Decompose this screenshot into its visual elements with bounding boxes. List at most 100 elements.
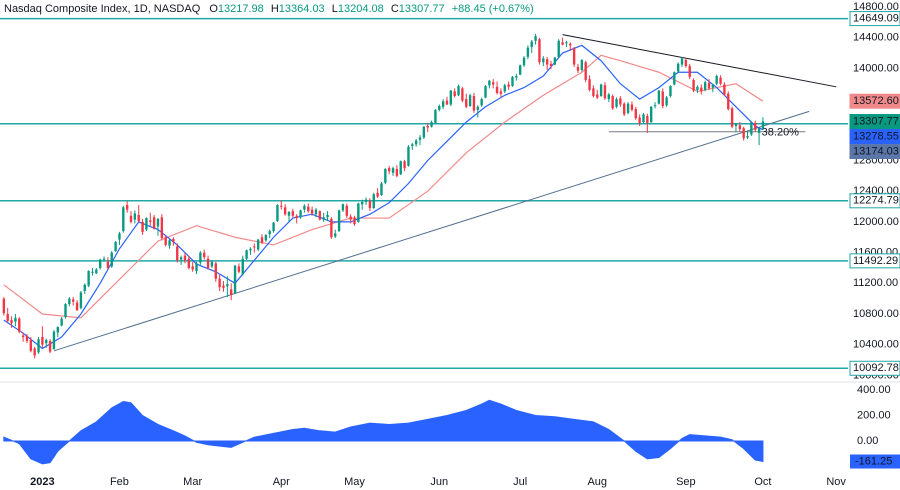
candle-body: [114, 241, 117, 252]
candle-body: [384, 168, 387, 183]
candle-body: [542, 58, 545, 63]
candle-body: [326, 214, 329, 218]
candle-body: [623, 103, 626, 115]
candle-body: [703, 82, 707, 90]
candle-body: [349, 216, 352, 220]
candle-body: [241, 258, 244, 275]
candle-body: [615, 99, 618, 107]
candle-body: [426, 125, 429, 128]
candle-body: [222, 285, 225, 288]
candle-body: [149, 220, 152, 222]
ohlc-letter: L: [332, 3, 338, 15]
candle-body: [218, 278, 221, 288]
candle-body: [569, 43, 572, 46]
candle-body: [287, 211, 291, 216]
candle-body: [723, 84, 726, 95]
candle-body: [549, 63, 553, 67]
candle-body: [565, 42, 568, 44]
candle-body: [596, 94, 599, 98]
candle-body: [422, 126, 426, 138]
oscillator-badge: -161.25: [850, 454, 900, 469]
candle-body: [557, 40, 560, 57]
candle-body: [83, 284, 86, 291]
candle-body: [125, 205, 129, 210]
y-tick-label: 10800.00: [853, 308, 899, 320]
ohlc-letter: O: [209, 3, 218, 15]
candle-body: [530, 41, 533, 47]
candle-body: [430, 122, 433, 127]
candle-body: [661, 91, 664, 107]
candle-body: [576, 66, 580, 71]
candle-body: [291, 211, 295, 216]
candle-body: [141, 221, 144, 232]
badge-label: 10092.78: [853, 362, 899, 374]
candle-body: [253, 246, 256, 248]
candle-body: [361, 201, 364, 205]
candle-body: [237, 266, 241, 272]
candle-body: [553, 57, 557, 65]
price-badge: 11492.29: [849, 253, 900, 269]
badge-label: 13572.60: [853, 95, 899, 107]
price-badge: 10092.78: [849, 360, 900, 376]
candle-body: [380, 183, 383, 196]
ohlc-value: 13217.98: [218, 3, 264, 15]
candle-body: [445, 100, 449, 105]
candle-body: [642, 114, 645, 123]
candle-body: [418, 137, 422, 140]
y-tick-label: 10400.00: [853, 339, 899, 351]
candle-body: [33, 348, 36, 356]
candle-body: [87, 271, 90, 286]
candle-body: [75, 302, 79, 311]
x-tick-label: Jul: [513, 476, 527, 488]
candle-body: [480, 99, 483, 106]
candle-body: [102, 258, 106, 260]
candle-body: [545, 59, 549, 65]
candle-body: [438, 106, 441, 110]
candle-body: [395, 168, 399, 176]
candle-body: [330, 218, 333, 238]
candle-body: [746, 135, 749, 138]
candle-body: [129, 215, 133, 222]
candle-body: [199, 252, 202, 263]
candle-body: [152, 217, 156, 229]
candle-body: [337, 210, 341, 232]
candle-body: [376, 192, 379, 197]
candle-body: [607, 94, 611, 100]
candle-body: [457, 86, 460, 96]
badge-box: [849, 144, 900, 160]
oscillator-tick-label: 200.00: [857, 409, 891, 421]
candle-body: [68, 298, 71, 305]
y-tick-label: 11200.00: [853, 277, 898, 289]
candle-body: [179, 257, 183, 260]
candle-body: [48, 340, 52, 352]
candle-body: [256, 239, 260, 250]
candle-body: [538, 39, 541, 63]
candle-body: [399, 161, 402, 175]
candle-body: [407, 146, 410, 166]
oscillator-tick-label: 0.00: [857, 435, 878, 447]
x-tick-label: 2023: [30, 476, 54, 488]
candle-body: [492, 82, 495, 85]
candle-body: [264, 234, 268, 241]
x-tick-label: Sep: [676, 476, 696, 488]
candle-body: [79, 292, 83, 308]
ohlc-letter: H: [271, 3, 279, 15]
candle-body: [276, 205, 279, 222]
candle-body: [160, 217, 164, 239]
candle-body: [449, 90, 453, 105]
badge-box: [849, 114, 900, 130]
moving-average: [3, 54, 764, 319]
price-badge: 13572.60: [849, 93, 900, 109]
header: Nasdaq Composite Index, 1D, NASDAQ O1321…: [4, 3, 534, 15]
x-tick-label: Feb: [110, 476, 129, 488]
candle-body: [461, 88, 464, 101]
candle-body: [295, 215, 298, 219]
candle-body: [472, 96, 476, 111]
price-badge: 12274.79: [849, 193, 900, 209]
x-tick-label: Aug: [587, 476, 607, 488]
y-tick-label: 14400.00: [853, 32, 899, 44]
candle-body: [484, 86, 487, 98]
